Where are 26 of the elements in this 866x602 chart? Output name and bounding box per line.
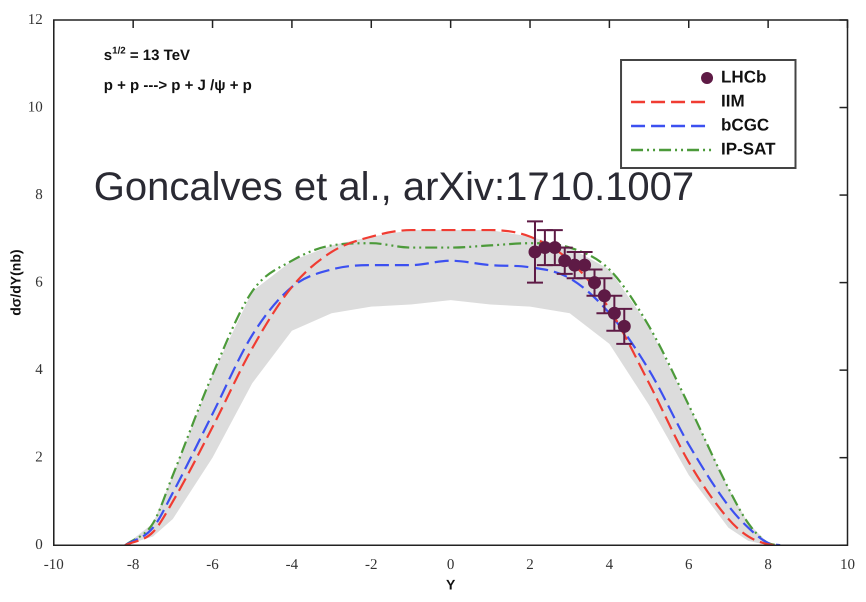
y-axis-title: dσ/dY(nb) [7,249,24,316]
y-tick-label: 6 [35,274,44,291]
x-tick-label: 10 [840,557,855,574]
x-tick-label: -2 [365,557,378,574]
x-axis-title: Y [446,576,456,592]
x-tick-label: 8 [764,557,772,574]
y-tick-label: 4 [35,362,44,378]
y-tick-label: 2 [35,450,43,466]
annotation: Goncalves et al., arXiv:1710.1007 [94,165,694,209]
x-tick-label: 4 [606,557,614,574]
x-tick-label: 6 [685,557,694,574]
x-tick-label: 0 [446,557,454,574]
annotation: p + p ---> p + J /ψ + p [104,77,252,94]
legend-label: IIM [721,92,745,111]
x-tick-label: -8 [126,557,140,574]
legend-label: bCGC [721,116,770,135]
y-tick-label: 12 [28,12,43,28]
y-tick-label: 8 [35,187,43,204]
x-tick-label: -10 [44,557,64,574]
x-tick-label: -4 [286,557,299,574]
legend-label: LHCb [721,68,766,87]
legend-label: IP-SAT [721,140,776,159]
x-tick-label: 2 [526,557,534,574]
y-tick-label: 0 [35,537,43,554]
x-tick-label: -6 [206,557,220,574]
y-tick-label: 10 [28,99,43,116]
